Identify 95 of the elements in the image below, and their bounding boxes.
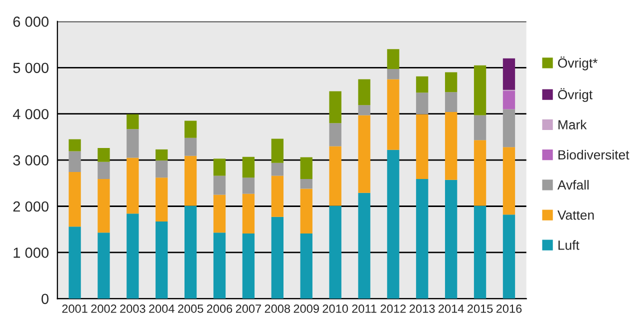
legend-label: Avfall [557,180,589,190]
bar [68,226,81,299]
legend-label: Övrigt* [558,56,598,70]
bar [213,232,226,299]
bar [98,232,110,299]
bar [184,156,197,206]
y-tick-label: 6 000 [13,16,49,27]
legend-label: Mark [558,120,587,130]
x-tick-label: 2013 [410,304,435,313]
x-tick-label: 2005 [178,304,204,313]
bar [300,178,312,189]
bar [387,69,400,80]
bar [156,178,168,222]
bar [300,157,312,179]
x-tick-label: 2015 [468,304,493,313]
x-tick-label: 2007 [236,304,262,313]
x-tick-label: 2010 [322,304,348,313]
bar [474,140,486,206]
x-tick-label: 2016 [496,304,522,313]
bar [242,178,255,194]
bar [387,150,400,299]
bar [213,158,226,176]
y-tick-label: 4 000 [12,108,49,120]
legend-label: Luft [558,240,580,250]
y-tick-label: 0 [42,294,49,304]
bar [474,206,486,299]
bar [184,138,197,156]
bar [156,149,168,161]
bar [98,162,110,179]
x-tick-label: 2004 [149,304,174,313]
bar [445,112,458,180]
bar [502,214,516,299]
legend-label: Biodiversitet [558,150,630,160]
bar [213,194,226,233]
legend-label: Vatten [557,210,594,220]
bar [126,114,139,130]
bar [242,194,255,234]
x-tick-label: 2003 [120,304,146,313]
bar [502,147,516,215]
bar [126,158,139,214]
bar [156,221,168,299]
bar [358,115,370,193]
bar [68,172,81,227]
x-tick-label: 2012 [380,304,406,313]
bar [329,206,342,299]
x-tick-label: 2006 [206,304,232,313]
y-tick-label: 5 000 [13,62,49,74]
legend-label: Övrigt [558,88,593,102]
x-tick-label: 2002 [91,304,116,313]
x-tick-label: 2009 [294,304,319,313]
bar [242,156,255,178]
y-tick-label: 3 000 [13,155,49,166]
bar [329,91,342,124]
bar [387,49,400,70]
bar [329,146,342,206]
y-tick-label: 2 000 [13,201,49,212]
bar [502,109,516,148]
bar [445,180,458,299]
bar [156,160,168,178]
bar [271,162,284,176]
bar [300,234,312,299]
bar [242,234,255,299]
bar [416,76,428,93]
bar [126,214,139,299]
x-tick-label: 2014 [438,304,464,313]
bar [271,216,284,299]
x-tick-label: 2001 [62,304,88,313]
bar [98,178,110,233]
bar [445,72,458,92]
bar [502,58,516,90]
bar [68,151,81,172]
bar [184,120,197,138]
bar [213,176,226,195]
bar [445,92,458,112]
bar [416,114,428,179]
bar [329,123,342,146]
y-tick-label: 1 000 [14,248,49,258]
bar [68,139,81,152]
bar [126,129,139,158]
bar [416,92,428,114]
bar [271,138,284,163]
bar [358,79,370,106]
bar [271,176,284,217]
bar [474,115,486,140]
bar [387,79,400,150]
bar [502,90,516,110]
bar [98,148,110,162]
bar [184,206,197,299]
bar [474,65,486,116]
bar [416,178,428,299]
x-tick-label: 2008 [264,304,290,313]
x-tick-label: 2011 [352,304,376,313]
bar [358,192,370,299]
bar [358,105,370,116]
bar [300,188,312,234]
